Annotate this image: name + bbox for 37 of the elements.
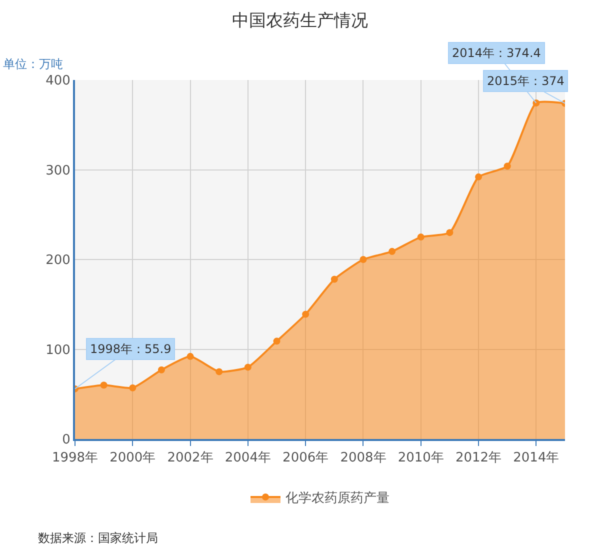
- y-tick-label: 300: [46, 163, 70, 178]
- point: [446, 229, 454, 236]
- annotation: 2014年：374.4: [452, 46, 541, 60]
- y-tick-label: 0: [62, 432, 70, 448]
- point: [302, 310, 310, 318]
- x-tick-label: 2006年: [282, 450, 329, 466]
- x-tick-label: 2004年: [224, 450, 271, 466]
- x-tick-label: 1998年: [52, 450, 98, 466]
- chart-title: 中国农药生产情况: [232, 10, 368, 31]
- point: [186, 352, 194, 360]
- point: [417, 234, 424, 241]
- point: [330, 276, 338, 283]
- x-tick-label: 2010年: [398, 450, 444, 466]
- annotation: 1998年：55.9: [90, 342, 172, 356]
- annotation: 2015年：374: [487, 74, 564, 88]
- point: [129, 384, 136, 392]
- point: [273, 338, 280, 345]
- y-tick-label: 400: [46, 74, 70, 89]
- source-note: 数据来源：国家统计局: [38, 531, 158, 545]
- point: [100, 382, 108, 389]
- point: [532, 99, 540, 106]
- x-tick-label: 2008年: [340, 450, 386, 466]
- x-tick-label: 2012年: [455, 450, 502, 466]
- point: [158, 366, 165, 374]
- x-tick-label: 2014年: [513, 450, 560, 466]
- point: [360, 256, 367, 263]
- point: [388, 248, 396, 255]
- point: [216, 368, 223, 376]
- point: [475, 173, 482, 180]
- y-tick-label: 200: [46, 253, 70, 268]
- x-tick-label: 2000年: [110, 450, 156, 466]
- point: [244, 364, 252, 371]
- point: [504, 162, 511, 170]
- y-axis-title: 单位：万吨: [3, 57, 63, 71]
- legend-label: 化学农药原药产量: [286, 491, 390, 506]
- y-tick-label: 100: [46, 342, 70, 358]
- x-tick-label: 2002年: [167, 450, 214, 466]
